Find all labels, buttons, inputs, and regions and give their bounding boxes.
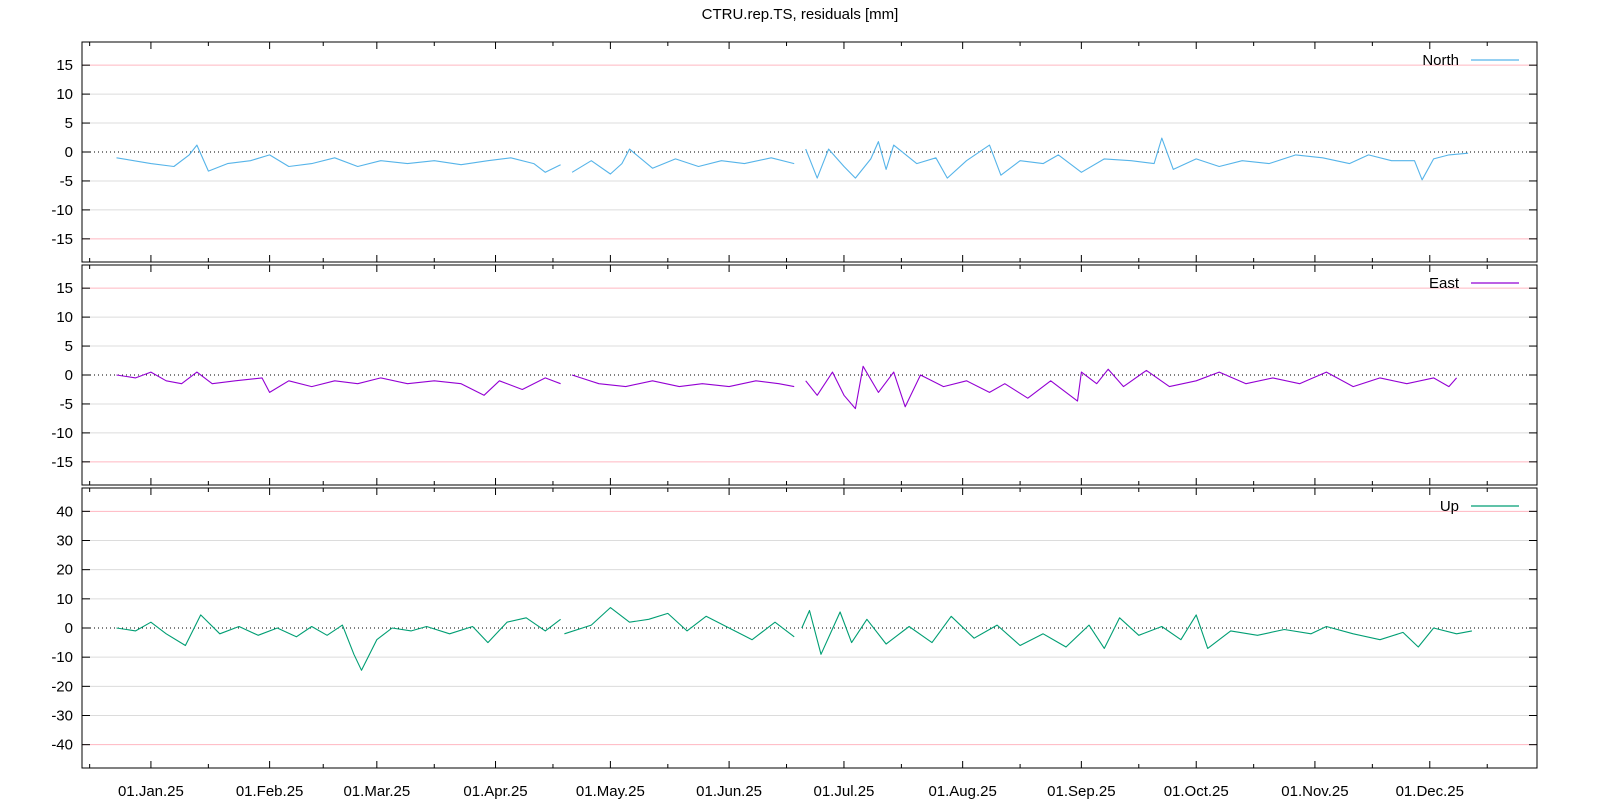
east-ytick-label: 5 [65, 338, 73, 355]
xtick-label: 01.Dec.25 [1396, 783, 1464, 800]
xtick-label: 01.Apr.25 [463, 783, 527, 800]
north-ytick-label: -5 [60, 173, 73, 190]
east-ytick-label: 15 [56, 280, 73, 297]
up-ytick-label: 10 [56, 591, 73, 608]
east-ytick-label: -15 [51, 454, 73, 471]
east-panel: -15 -10 -5 0 5 10 15 East [51, 264, 1538, 486]
chart-title: CTRU.rep.TS, residuals [mm] [702, 6, 899, 23]
xtick-label: 01.Sep.25 [1047, 783, 1115, 800]
north-ytick-label: 5 [65, 115, 73, 132]
east-series-line [116, 365, 1458, 410]
north-ytick-label: -10 [51, 202, 73, 219]
north-ytick-label: 0 [65, 144, 73, 161]
north-ytick-label: 10 [56, 86, 73, 103]
east-ytick-label: -10 [51, 425, 73, 442]
up-ytick-label: -30 [51, 708, 73, 725]
east-ytick-label: -5 [60, 396, 73, 413]
up-ytick-label: 30 [56, 533, 73, 550]
up-ytick-label: -10 [51, 649, 73, 666]
xtick-label: 01.May.25 [576, 783, 645, 800]
east-ytick-label: 10 [56, 309, 73, 326]
east-legend-label: East [1429, 275, 1460, 292]
up-series-line [116, 607, 1473, 671]
xtick-label: 01.Mar.25 [343, 783, 410, 800]
up-panel: -40 -30 -20 -10 0 10 20 30 40 Up [51, 487, 1538, 769]
xtick-label: 01.Oct.25 [1164, 783, 1229, 800]
east-ytick-label: 0 [65, 367, 73, 384]
up-ytick-label: 0 [65, 620, 73, 637]
up-ytick-label: 40 [56, 503, 73, 520]
up-ytick-label: 20 [56, 562, 73, 579]
north-ytick-label: 15 [56, 57, 73, 74]
xtick-label: 01.Jan.25 [118, 783, 184, 800]
xtick-label: 01.Feb.25 [236, 783, 304, 800]
up-ytick-label: -40 [51, 737, 73, 754]
north-ytick-label: -15 [51, 231, 73, 248]
chart-panels: -15 -10 -5 0 5 10 15 North -15 -10 -5 0 5 10 15 East -40… [51, 41, 1538, 800]
north-legend-label: North [1422, 52, 1459, 69]
xtick-label: 01.Aug.25 [928, 783, 996, 800]
up-legend-label: Up [1440, 498, 1459, 515]
xtick-label: 01.Jun.25 [696, 783, 762, 800]
xtick-label: 01.Nov.25 [1281, 783, 1348, 800]
north-series-line [116, 137, 1469, 181]
up-ytick-label: -20 [51, 678, 73, 695]
xtick-label: 01.Jul.25 [814, 783, 875, 800]
north-panel: -15 -10 -5 0 5 10 15 North [51, 41, 1538, 263]
